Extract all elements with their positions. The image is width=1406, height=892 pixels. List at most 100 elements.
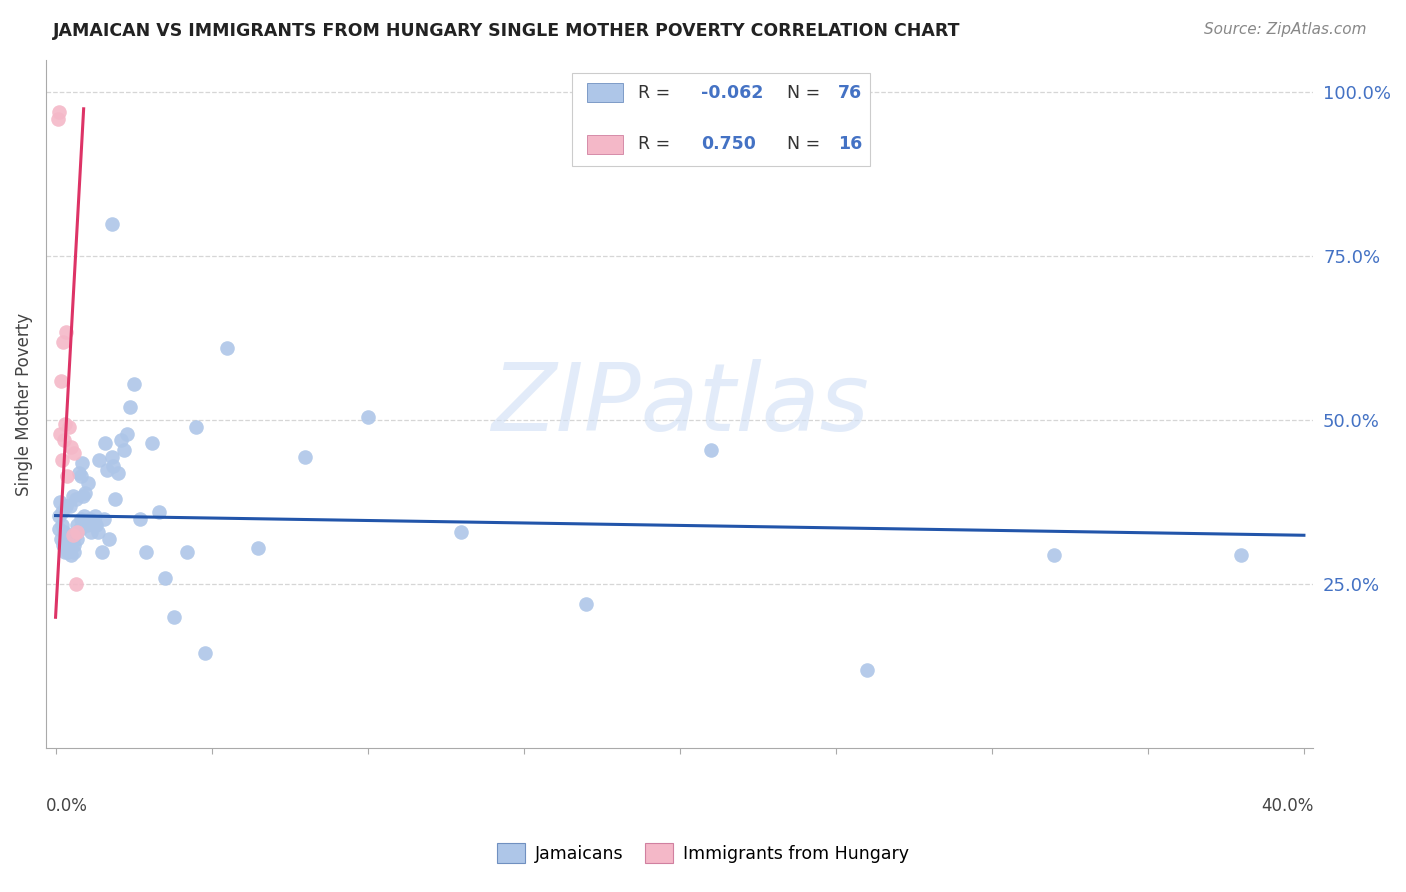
Point	[77, 475, 100, 490]
Point	[53, 544, 76, 558]
Point	[59, 499, 82, 513]
Point	[62, 528, 84, 542]
Point	[66, 532, 89, 546]
Point	[63, 544, 86, 558]
Text: -0.062: -0.062	[702, 84, 763, 102]
Text: N =: N =	[787, 84, 827, 102]
Point	[62, 538, 84, 552]
Point	[103, 459, 125, 474]
Point	[117, 426, 139, 441]
Point	[122, 377, 145, 392]
Point	[104, 492, 127, 507]
Point	[48, 508, 70, 523]
Point	[63, 446, 86, 460]
Point	[58, 420, 80, 434]
Point	[60, 532, 83, 546]
Point	[1043, 548, 1066, 562]
Point	[176, 544, 198, 558]
Point	[55, 499, 77, 513]
Point	[56, 544, 79, 558]
Text: 76: 76	[838, 84, 862, 102]
Point	[55, 325, 77, 339]
Point	[52, 538, 75, 552]
Legend: Jamaicans, Immigrants from Hungary: Jamaicans, Immigrants from Hungary	[491, 836, 915, 870]
Point	[70, 456, 93, 470]
Point	[52, 334, 75, 349]
Text: 0.0%: 0.0%	[46, 797, 89, 814]
Point	[69, 469, 91, 483]
Point	[148, 505, 170, 519]
Point	[135, 544, 157, 558]
Point	[356, 410, 378, 425]
Point	[51, 505, 73, 519]
Point	[51, 452, 73, 467]
Point	[66, 518, 89, 533]
FancyBboxPatch shape	[572, 73, 870, 167]
Point	[59, 440, 82, 454]
Point	[184, 420, 207, 434]
Point	[48, 522, 70, 536]
Point	[59, 534, 82, 549]
Text: ZIPatlas: ZIPatlas	[491, 359, 869, 450]
Point	[52, 433, 75, 447]
Text: R =: R =	[638, 136, 676, 153]
Point	[62, 489, 84, 503]
Point	[91, 544, 114, 558]
Point	[247, 541, 270, 556]
Point	[1230, 548, 1253, 562]
Point	[294, 450, 316, 464]
Point	[66, 524, 89, 539]
Point	[86, 524, 108, 539]
Point	[163, 610, 186, 624]
Point	[51, 532, 73, 546]
Text: JAMAICAN VS IMMIGRANTS FROM HUNGARY SINGLE MOTHER POVERTY CORRELATION CHART: JAMAICAN VS IMMIGRANTS FROM HUNGARY SING…	[53, 22, 960, 40]
Point	[53, 417, 76, 431]
Point	[153, 571, 176, 585]
Point	[58, 528, 80, 542]
Point	[100, 450, 122, 464]
Point	[80, 524, 103, 539]
Text: Source: ZipAtlas.com: Source: ZipAtlas.com	[1204, 22, 1367, 37]
Point	[65, 492, 87, 507]
Point	[56, 469, 79, 483]
Point	[112, 442, 135, 457]
Point	[96, 463, 118, 477]
Point	[83, 508, 105, 523]
Point	[67, 466, 90, 480]
Point	[110, 433, 132, 447]
Point	[49, 374, 72, 388]
Point	[700, 442, 723, 457]
Point	[107, 466, 129, 480]
Point	[79, 512, 101, 526]
Point	[100, 217, 122, 231]
FancyBboxPatch shape	[588, 135, 623, 154]
Point	[49, 495, 72, 509]
Point	[65, 577, 87, 591]
Point	[82, 518, 104, 533]
Point	[84, 518, 107, 533]
Point	[94, 436, 117, 450]
Point	[72, 489, 94, 503]
Point	[56, 534, 79, 549]
Point	[450, 524, 472, 539]
FancyBboxPatch shape	[588, 83, 623, 103]
Point	[46, 112, 69, 126]
Text: 0.750: 0.750	[702, 136, 756, 153]
Y-axis label: Single Mother Poverty: Single Mother Poverty	[15, 312, 32, 496]
Point	[48, 105, 70, 120]
Point	[72, 508, 94, 523]
Point	[120, 401, 142, 415]
Text: N =: N =	[787, 136, 827, 153]
Text: R =: R =	[638, 84, 676, 102]
Point	[217, 341, 239, 355]
Point	[856, 663, 879, 677]
Point	[55, 528, 77, 542]
Text: 16: 16	[838, 136, 862, 153]
Point	[93, 512, 115, 526]
Text: 40.0%: 40.0%	[1261, 797, 1313, 814]
Point	[141, 436, 163, 450]
Point	[48, 426, 70, 441]
Point	[75, 485, 97, 500]
Point	[97, 532, 120, 546]
Point	[194, 646, 217, 660]
